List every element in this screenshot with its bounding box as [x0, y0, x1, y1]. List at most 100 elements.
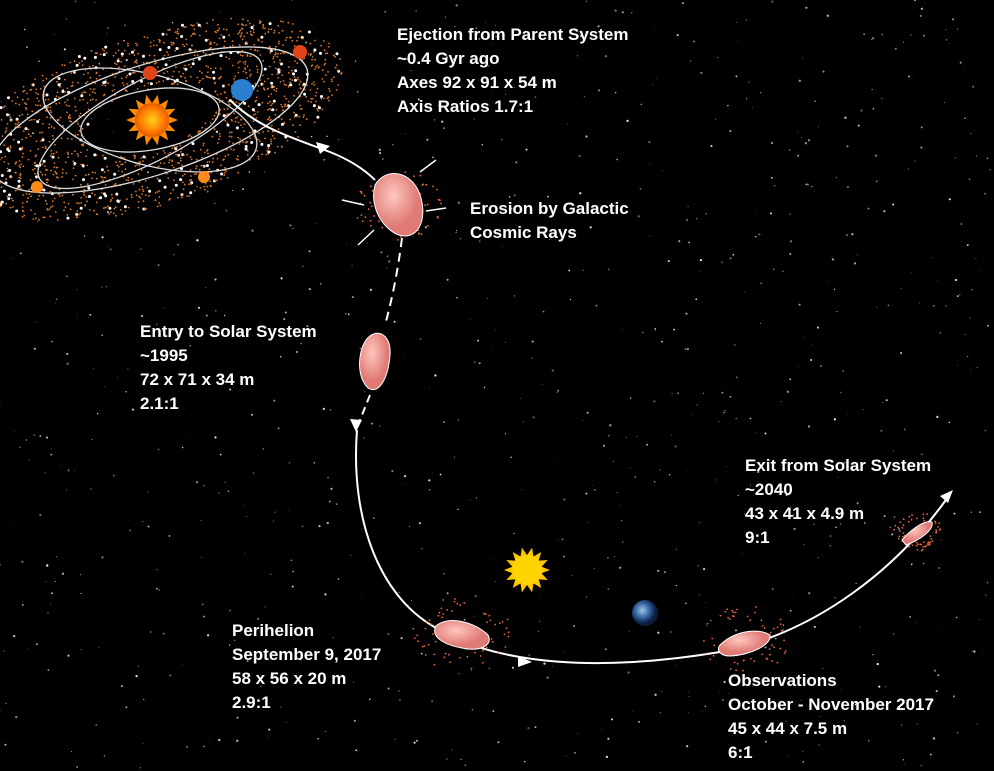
- star: [972, 651, 973, 652]
- ray-arrow: [420, 160, 436, 172]
- disc-particle: [314, 121, 316, 123]
- disc-particle: [36, 120, 39, 123]
- star: [872, 654, 873, 655]
- disc-particle: [181, 195, 183, 197]
- disc-particle: [55, 185, 57, 187]
- star: [920, 15, 922, 17]
- star: [107, 211, 109, 213]
- disc-particle: [201, 72, 203, 74]
- disc-particle: [38, 219, 40, 221]
- label-line: ~1995: [140, 344, 317, 368]
- star: [61, 465, 62, 466]
- star: [29, 459, 30, 460]
- disc-particle: [322, 69, 324, 71]
- star: [592, 485, 593, 486]
- disc-particle: [299, 30, 301, 32]
- star: [169, 674, 171, 676]
- label-line: Ejection from Parent System: [397, 23, 628, 47]
- disc-particle: [246, 77, 248, 79]
- disc-particle: [26, 109, 28, 111]
- star: [495, 330, 496, 331]
- star: [492, 710, 494, 712]
- star: [985, 430, 987, 432]
- disc-particle: [267, 88, 269, 90]
- disc-particle: [39, 132, 41, 134]
- disc-particle: [320, 98, 322, 100]
- star: [863, 33, 865, 35]
- disc-particle: [67, 88, 69, 90]
- disc-particle: [289, 119, 291, 121]
- disc-particle: [45, 148, 47, 150]
- disc-particle: [17, 141, 20, 144]
- disc-particle: [83, 189, 85, 191]
- star: [289, 224, 291, 226]
- disc-particle: [74, 150, 76, 152]
- disc-particle: [189, 191, 192, 194]
- disc-particle: [155, 199, 157, 201]
- star: [0, 709, 1, 710]
- star: [220, 12, 221, 13]
- disc-particle: [218, 78, 220, 80]
- star: [782, 271, 784, 273]
- disc-particle: [121, 78, 123, 80]
- disc-particle: [223, 114, 226, 117]
- star: [855, 583, 856, 584]
- star: [236, 740, 238, 742]
- disc-particle: [270, 93, 272, 95]
- disc-particle: [119, 161, 121, 163]
- fringe-particle: [506, 627, 508, 629]
- star: [771, 0, 773, 2]
- disc-particle: [331, 94, 333, 96]
- disc-particle: [190, 35, 192, 37]
- disc-particle: [218, 28, 220, 30]
- star: [868, 208, 870, 210]
- star: [877, 663, 879, 665]
- disc-particle: [141, 186, 143, 188]
- trajectory-segment: [385, 238, 402, 325]
- star: [107, 33, 108, 34]
- disc-particle: [84, 205, 86, 207]
- star: [664, 571, 666, 573]
- disc-particle: [76, 202, 78, 204]
- star: [387, 633, 389, 635]
- disc-particle: [30, 135, 32, 137]
- disc-particle: [289, 36, 291, 38]
- disc-particle: [15, 190, 17, 192]
- star: [387, 256, 388, 257]
- star: [880, 431, 881, 432]
- disc-particle: [23, 90, 25, 92]
- star: [496, 545, 497, 546]
- star: [982, 654, 983, 655]
- disc-particle: [190, 66, 192, 68]
- star: [121, 685, 123, 687]
- disc-particle: [20, 188, 22, 190]
- disc-particle: [277, 53, 279, 55]
- fringe-particle: [371, 205, 373, 207]
- star: [633, 711, 634, 712]
- star: [860, 110, 862, 112]
- disc-particle: [186, 195, 188, 197]
- star: [916, 622, 917, 623]
- star: [688, 206, 689, 207]
- star: [11, 525, 12, 526]
- star: [501, 139, 502, 140]
- fringe-particle: [488, 615, 490, 617]
- star: [570, 299, 571, 300]
- fringe-particle: [373, 215, 375, 217]
- disc-particle: [49, 117, 51, 119]
- fringe-particle: [364, 195, 366, 197]
- star: [246, 516, 247, 517]
- star: [429, 388, 430, 389]
- disc-particle: [285, 39, 287, 41]
- star: [330, 488, 332, 490]
- star: [629, 631, 630, 632]
- star: [313, 29, 314, 30]
- disc-particle: [62, 172, 64, 174]
- disc-particle: [168, 162, 170, 164]
- star: [46, 564, 48, 566]
- disc-particle: [296, 40, 298, 42]
- star: [641, 104, 643, 106]
- disc-particle: [47, 209, 49, 211]
- disc-particle: [199, 35, 201, 37]
- disc-particle: [243, 71, 245, 73]
